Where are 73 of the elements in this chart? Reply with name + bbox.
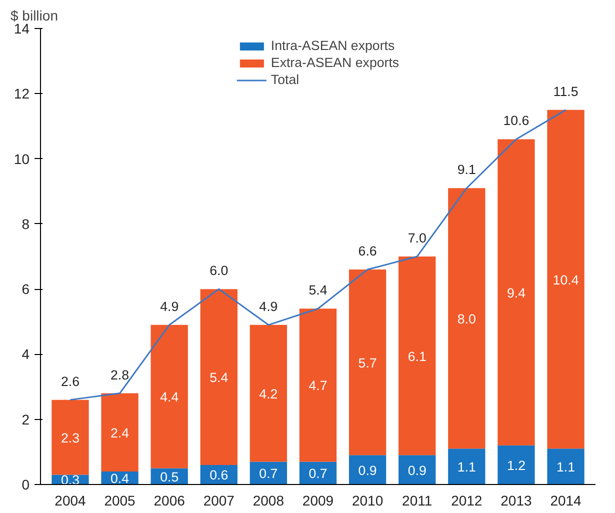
data-label: 1.1	[556, 460, 576, 475]
data-label: 9.4	[506, 285, 526, 300]
data-label: 0.9	[408, 462, 426, 478]
x-tick-label: 2006	[154, 492, 186, 508]
data-label: 1.2	[506, 458, 526, 473]
y-tick-label: 8	[22, 216, 30, 232]
x-tick-label: 2011	[402, 492, 432, 508]
bar	[250, 462, 288, 484]
x-tick-label: 2007	[203, 492, 235, 508]
data-label: 0.9	[358, 462, 377, 478]
x-tick-label: 2009	[302, 492, 334, 508]
y-axis-title: $ billion	[10, 8, 58, 24]
bar	[498, 139, 535, 446]
bar	[52, 400, 89, 475]
bar	[250, 324, 288, 462]
legend-label: Intra-ASEAN exports	[270, 38, 395, 53]
bar	[398, 256, 436, 456]
bar	[299, 462, 337, 484]
y-tick-label: 10	[14, 150, 30, 167]
bar	[547, 448, 584, 484]
data-label: 8.0	[457, 311, 476, 326]
data-label: 11.5	[553, 84, 578, 99]
y-tick-label: 4	[22, 346, 30, 362]
data-label: 4.9	[259, 298, 278, 314]
data-label: 2.3	[60, 430, 80, 446]
data-label: 1.1	[457, 460, 476, 475]
legend-label: Total	[270, 72, 300, 87]
legend-label: Extra-ASEAN exports	[270, 55, 400, 70]
bar	[200, 289, 238, 465]
x-tick-label: 2004	[54, 492, 86, 508]
x-tick-label: 2010	[352, 492, 384, 508]
bar	[498, 445, 535, 484]
data-label: 10.6	[503, 113, 530, 128]
y-tick-label: 6	[22, 281, 30, 298]
data-label: 7.0	[408, 230, 426, 246]
bar	[150, 324, 188, 468]
x-tick-label: 2008	[252, 492, 284, 508]
data-label: 4.4	[160, 390, 180, 405]
data-label: 4.7	[308, 378, 328, 394]
y-tick-label: 0	[22, 476, 30, 492]
bar	[348, 455, 386, 484]
x-tick-label: 2013	[500, 492, 532, 508]
data-label: 5.4	[308, 282, 328, 298]
data-label: 0.4	[110, 470, 130, 486]
bar	[348, 270, 386, 456]
data-label: 0.7	[308, 466, 328, 482]
data-label: 0.6	[210, 468, 228, 483]
data-label: 2.4	[110, 425, 130, 440]
data-label: 4.2	[259, 386, 278, 402]
data-label: 2.8	[110, 367, 130, 382]
y-tick-label: 2	[22, 411, 30, 428]
bar	[299, 308, 337, 462]
data-label: 5.7	[358, 355, 377, 370]
bar	[547, 110, 584, 449]
bar	[448, 448, 486, 484]
data-label: 2.6	[60, 374, 80, 389]
data-label: 9.1	[457, 162, 476, 178]
x-tick-label: 2014	[550, 492, 582, 508]
data-label: 0.7	[259, 466, 278, 482]
bar	[398, 455, 436, 484]
bar	[101, 393, 138, 472]
data-label: 0.5	[160, 469, 179, 484]
y-tick-label: 14	[14, 20, 30, 36]
data-label: 6.1	[408, 348, 426, 364]
x-tick-label: 2012	[451, 492, 482, 508]
x-tick-label: 2005	[104, 492, 136, 508]
data-label: 10.4	[552, 272, 580, 288]
data-label: 6.6	[358, 244, 377, 259]
y-tick-label: 12	[14, 86, 30, 102]
data-label: 5.4	[210, 370, 229, 386]
data-label: 4.9	[160, 298, 179, 314]
data-label: 6.0	[210, 263, 228, 278]
bar	[448, 188, 486, 449]
